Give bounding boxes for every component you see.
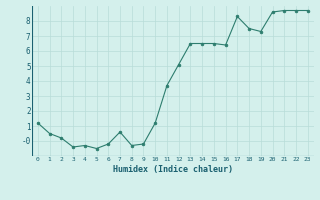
X-axis label: Humidex (Indice chaleur): Humidex (Indice chaleur) [113, 165, 233, 174]
